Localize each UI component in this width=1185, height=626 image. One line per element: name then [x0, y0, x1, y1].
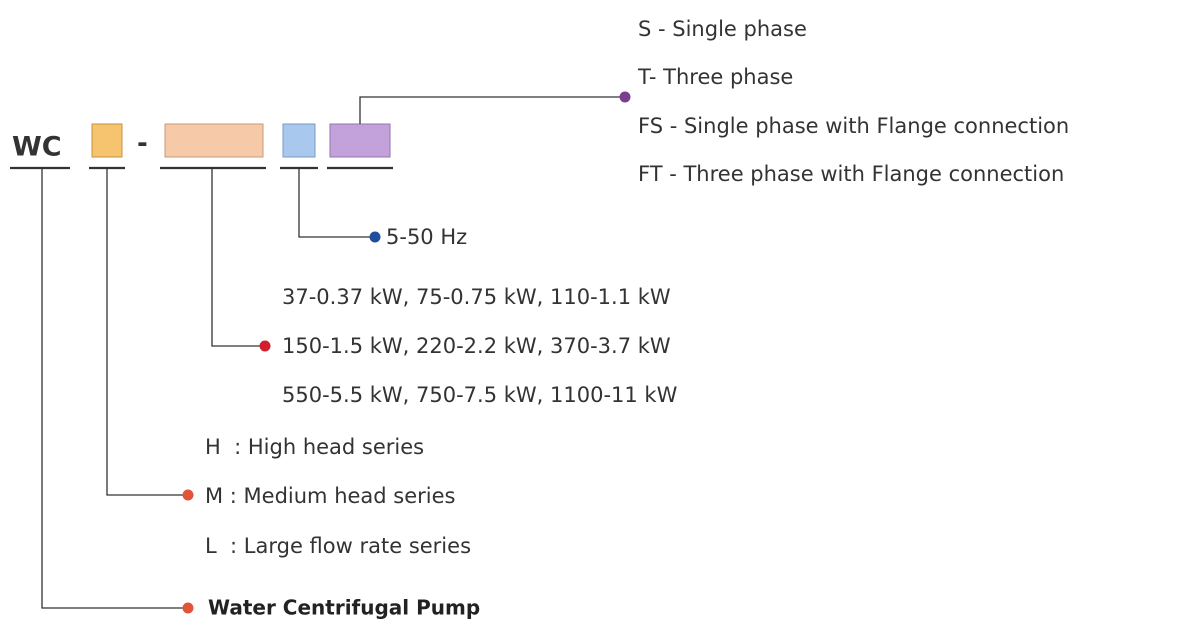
code: WC — [12, 132, 62, 163]
phase-option: T- Three phase — [637, 65, 793, 89]
series-option: H : High head series — [205, 435, 424, 459]
dot — [369, 231, 381, 243]
frequency-box — [282, 123, 316, 158]
power-option: 550-5.5 kW, 750-7.5 kW, 1100-11 kW — [282, 383, 678, 407]
product: Water Centrifugal Pump — [208, 596, 480, 620]
phase-box — [329, 123, 391, 158]
phase-option: FT - Three phase with Flange connection — [638, 162, 1064, 186]
connector — [359, 96, 622, 124]
power-box — [164, 123, 264, 158]
connector — [211, 168, 260, 347]
dot — [182, 602, 194, 614]
frequency: 5-50 Hz — [386, 225, 467, 249]
phase-option: FS - Single phase with Flange connection — [638, 114, 1069, 138]
phase-option: S - Single phase — [638, 17, 807, 41]
dot — [259, 340, 271, 352]
series-box — [91, 123, 123, 158]
dot — [619, 91, 631, 103]
connector — [41, 168, 183, 609]
series-option: L : Large flow rate series — [205, 534, 471, 558]
separator: - — [137, 129, 148, 159]
dot — [182, 489, 194, 501]
series-option: M : Medium head series — [205, 484, 455, 508]
connector — [106, 168, 183, 496]
connector — [298, 168, 370, 238]
power-option: 150-1.5 kW, 220-2.2 kW, 370-3.7 kW — [282, 334, 671, 358]
power-option: 37-0.37 kW, 75-0.75 kW, 110-1.1 kW — [282, 285, 671, 309]
